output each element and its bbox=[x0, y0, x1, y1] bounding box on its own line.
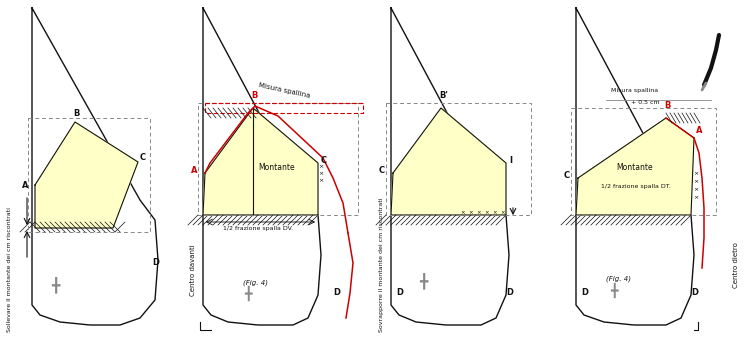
Text: D: D bbox=[691, 288, 698, 297]
Text: ×: × bbox=[469, 210, 473, 215]
Text: Misura spallina: Misura spallina bbox=[611, 88, 658, 93]
Polygon shape bbox=[35, 122, 138, 228]
Text: (Fig. 4): (Fig. 4) bbox=[606, 275, 631, 282]
Text: Montante: Montante bbox=[258, 163, 295, 172]
Text: A: A bbox=[190, 166, 197, 175]
Polygon shape bbox=[391, 108, 506, 215]
Text: ×: × bbox=[318, 171, 324, 176]
Text: ╋: ╋ bbox=[610, 283, 618, 298]
Text: C: C bbox=[379, 166, 385, 175]
Text: C: C bbox=[321, 156, 327, 165]
Text: ×: × bbox=[318, 178, 324, 183]
Text: Misura spallina: Misura spallina bbox=[258, 82, 310, 99]
Text: B: B bbox=[73, 109, 80, 118]
Text: ×: × bbox=[693, 179, 699, 184]
Text: (Fig. 4): (Fig. 4) bbox=[243, 280, 268, 286]
Text: ×: × bbox=[477, 210, 482, 215]
Polygon shape bbox=[576, 8, 694, 325]
Polygon shape bbox=[203, 8, 321, 325]
Polygon shape bbox=[203, 108, 318, 215]
Text: Centro davanti: Centro davanti bbox=[190, 244, 196, 296]
Text: ×: × bbox=[693, 195, 699, 200]
Text: C: C bbox=[564, 171, 570, 180]
Text: ×: × bbox=[493, 210, 497, 215]
Text: C: C bbox=[140, 153, 146, 162]
Text: A: A bbox=[22, 181, 28, 190]
Text: Centro dietro: Centro dietro bbox=[733, 242, 739, 288]
Text: D: D bbox=[396, 288, 403, 297]
Text: ×: × bbox=[693, 187, 699, 192]
Text: 1/2 frazione spalla DT.: 1/2 frazione spalla DT. bbox=[601, 184, 670, 189]
Text: B: B bbox=[664, 101, 670, 110]
Text: 1/2 frazione spalla DV.: 1/2 frazione spalla DV. bbox=[223, 226, 293, 231]
Polygon shape bbox=[576, 118, 694, 215]
Text: ×: × bbox=[693, 171, 699, 176]
Text: D: D bbox=[333, 288, 340, 297]
Text: ╋: ╋ bbox=[419, 272, 428, 288]
Text: D: D bbox=[581, 288, 588, 297]
Text: + 0.5 cm: + 0.5 cm bbox=[631, 100, 660, 105]
Polygon shape bbox=[32, 8, 158, 325]
Text: ×: × bbox=[501, 210, 506, 215]
Text: B: B bbox=[251, 91, 257, 100]
Text: Sollevare il montante dei cm riscontrati: Sollevare il montante dei cm riscontrati bbox=[8, 208, 13, 332]
Text: Montante: Montante bbox=[616, 163, 652, 172]
Polygon shape bbox=[391, 8, 509, 325]
Text: D: D bbox=[152, 258, 159, 267]
Text: l: l bbox=[509, 156, 512, 165]
Text: B': B' bbox=[439, 91, 448, 100]
Text: ╋: ╋ bbox=[51, 277, 59, 293]
Text: ×: × bbox=[484, 210, 489, 215]
Text: D: D bbox=[506, 288, 513, 297]
Text: A: A bbox=[696, 126, 703, 135]
Text: ×: × bbox=[460, 210, 465, 215]
Text: ╋: ╋ bbox=[244, 286, 252, 301]
Text: Sovrapporre il montante dei cm riscontrati: Sovrapporre il montante dei cm riscontra… bbox=[379, 198, 383, 332]
Text: ×: × bbox=[318, 164, 324, 169]
